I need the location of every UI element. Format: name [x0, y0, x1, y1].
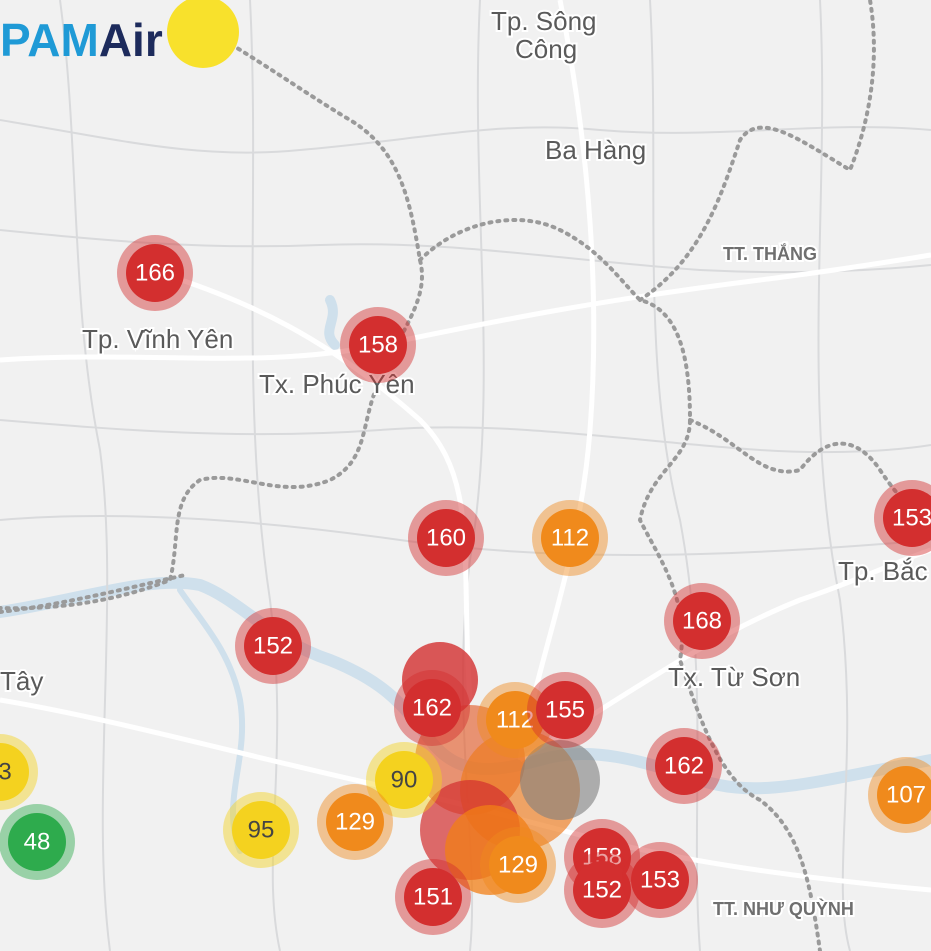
- marker-value: 107: [886, 782, 926, 809]
- marker-value: 129: [335, 809, 375, 836]
- marker-dot: [541, 509, 599, 567]
- place-label: Tp. Sông: [491, 6, 597, 36]
- marker-value: 153: [892, 505, 931, 532]
- place-label: Công: [515, 34, 577, 64]
- place-label: Tx. Phúc Yên: [259, 369, 415, 399]
- marker-dot: [8, 813, 66, 871]
- aqi-markers: 166 158 160 112 153 168 152 162 112 155 162 107 3 90 4…: [0, 235, 931, 935]
- aqi-marker: 166: [117, 235, 193, 311]
- marker-value: 3: [0, 759, 12, 786]
- aqi-marker: 155: [527, 672, 603, 748]
- aqi-marker: 152: [564, 852, 640, 928]
- marker-value: 95: [248, 817, 275, 844]
- place-label: Tây: [0, 666, 43, 696]
- logo-suffix: Air: [99, 14, 163, 66]
- place-label: TT. THẮNG: [723, 243, 817, 264]
- marker-dot: [403, 679, 461, 737]
- marker-value: 151: [413, 884, 453, 911]
- marker-dot: [404, 868, 462, 926]
- aqi-marker: 162: [646, 728, 722, 804]
- aqi-marker: 129: [317, 784, 393, 860]
- marker-dot: [326, 793, 384, 851]
- aqi-marker: 129: [480, 827, 556, 903]
- marker-value: 162: [412, 695, 452, 722]
- marker-dot: [232, 801, 290, 859]
- marker-dot: [417, 509, 475, 567]
- aqi-marker: 112: [532, 500, 608, 576]
- marker-dot: [673, 592, 731, 650]
- place-label: TT. NHƯ QUỲNH: [713, 898, 854, 919]
- marker-dot: [877, 766, 931, 824]
- logo-text: PAMAir: [0, 14, 163, 66]
- place-label: Ba Hàng: [545, 135, 646, 165]
- lake: [324, 295, 340, 350]
- aqi-marker: 3: [0, 734, 38, 810]
- aqi-marker: 158: [340, 307, 416, 383]
- aqi-marker: 168: [664, 583, 740, 659]
- logo-badge: [167, 0, 239, 68]
- aqi-marker: 95: [223, 792, 299, 868]
- marker-value: 48: [24, 829, 51, 856]
- marker-value: 160: [426, 525, 466, 552]
- aqi-marker: 153: [874, 480, 931, 556]
- marker-dot: [244, 617, 302, 675]
- marker-value: 152: [253, 633, 293, 660]
- marker-value: 112: [551, 525, 589, 552]
- logo-brand: PAM: [0, 14, 99, 66]
- marker-dot: [883, 489, 931, 547]
- marker-dot: [0, 743, 29, 801]
- marker-value: 90: [391, 767, 418, 794]
- marker-value: 166: [135, 260, 175, 287]
- marker-dot: [631, 851, 689, 909]
- aqi-marker: 107: [868, 757, 931, 833]
- aqi-marker: 90: [366, 742, 442, 818]
- marker-dot: [489, 836, 547, 894]
- aqi-marker: 48: [0, 804, 75, 880]
- place-label: Tx. Từ Sơn: [668, 662, 800, 692]
- river: [177, 587, 246, 854]
- marker-value: 162: [664, 753, 704, 780]
- aqi-marker: 162: [394, 670, 470, 746]
- marker-dot: [349, 316, 407, 374]
- marker-dot: [126, 244, 184, 302]
- place-label: Tp. Vĩnh Yên: [82, 324, 233, 354]
- aqi-marker: 151: [395, 859, 471, 935]
- marker-dot: [375, 751, 433, 809]
- logo: PAMAir: [0, 0, 239, 68]
- marker-dot: [655, 737, 713, 795]
- marker-value: 112: [496, 707, 534, 734]
- marker-value: 158: [358, 332, 398, 359]
- aqi-marker: 112: [477, 682, 553, 758]
- marker-value: 155: [545, 697, 585, 724]
- marker-value: 168: [682, 608, 722, 635]
- marker-value: 129: [498, 852, 538, 879]
- marker-dot: [536, 681, 594, 739]
- marker-value: 152: [582, 877, 622, 904]
- aqi-marker: 153: [622, 842, 698, 918]
- marker-dot: [573, 861, 631, 919]
- marker-value: 153: [640, 867, 680, 894]
- aqi-marker: 160: [408, 500, 484, 576]
- aqi-marker: 152: [235, 608, 311, 684]
- place-label: Tp. Bắc: [838, 556, 928, 586]
- marker-dot: [486, 691, 544, 749]
